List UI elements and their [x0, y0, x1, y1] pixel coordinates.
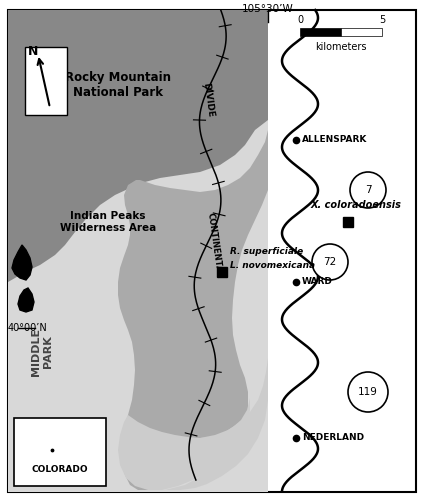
- Text: 40°00’N: 40°00’N: [8, 323, 48, 333]
- Bar: [8, 10, 268, 492]
- Text: R. superficiale: R. superficiale: [230, 248, 303, 256]
- Text: 5: 5: [379, 15, 385, 25]
- Polygon shape: [12, 245, 32, 280]
- Text: Rocky Mountain
National Park: Rocky Mountain National Park: [65, 71, 171, 99]
- Circle shape: [312, 244, 348, 280]
- Bar: [14, 418, 106, 486]
- Text: WARD: WARD: [302, 278, 333, 286]
- Polygon shape: [118, 130, 268, 490]
- Bar: [300, 28, 341, 36]
- Text: kilometers: kilometers: [315, 42, 367, 52]
- Text: L. novomexicana: L. novomexicana: [230, 262, 315, 270]
- Text: 105°30’W: 105°30’W: [242, 4, 294, 14]
- Polygon shape: [118, 398, 250, 490]
- Polygon shape: [8, 10, 268, 282]
- Text: Indian Peaks
Wilderness Area: Indian Peaks Wilderness Area: [60, 211, 156, 233]
- Text: 72: 72: [324, 257, 337, 267]
- Text: 0: 0: [297, 15, 303, 25]
- Text: N: N: [28, 45, 38, 58]
- Text: ALLENSPARK: ALLENSPARK: [302, 136, 367, 144]
- Text: MIDDLE
PARK: MIDDLE PARK: [31, 328, 53, 376]
- Circle shape: [348, 372, 388, 412]
- Text: 119: 119: [358, 387, 378, 397]
- Text: DIVIDE: DIVIDE: [201, 82, 215, 118]
- Text: X. coloradoensis: X. coloradoensis: [310, 200, 401, 210]
- Text: CONTINENTAL: CONTINENTAL: [206, 212, 224, 278]
- Polygon shape: [215, 10, 268, 80]
- Text: 7: 7: [365, 185, 371, 195]
- Bar: [25, 47, 67, 115]
- Bar: [341, 28, 382, 36]
- Text: COLORADO: COLORADO: [32, 466, 88, 474]
- Polygon shape: [18, 288, 34, 312]
- Polygon shape: [165, 358, 268, 490]
- Text: NEDERLAND: NEDERLAND: [302, 434, 364, 442]
- Circle shape: [350, 172, 386, 208]
